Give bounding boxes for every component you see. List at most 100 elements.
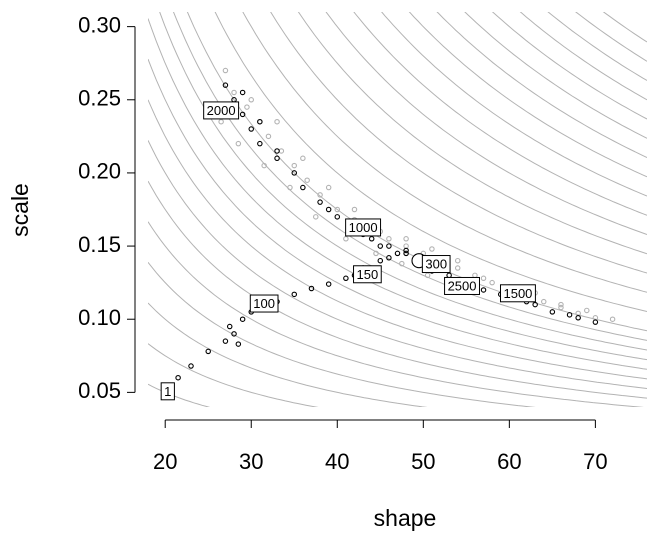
contour-line <box>148 58 647 370</box>
point <box>403 250 409 257</box>
point <box>472 272 478 279</box>
point <box>549 309 556 315</box>
point <box>454 265 461 271</box>
contour-line <box>148 343 319 407</box>
point <box>257 118 263 125</box>
point <box>291 162 298 169</box>
point <box>265 133 272 140</box>
x-tick-label: 70 <box>583 449 607 474</box>
x-tick-label: 50 <box>411 449 435 474</box>
contour-line <box>214 12 647 312</box>
point <box>274 148 280 154</box>
point <box>343 275 349 282</box>
y-tick-label: 0.15 <box>78 232 121 257</box>
point <box>558 304 564 311</box>
point <box>334 214 341 220</box>
point <box>377 243 384 249</box>
annotation: 2500 <box>444 276 480 295</box>
point <box>231 89 237 96</box>
point <box>480 275 487 282</box>
point <box>313 214 319 220</box>
point <box>291 291 298 298</box>
contour-line <box>159 12 647 351</box>
contour-line <box>270 12 647 274</box>
contour-line <box>519 12 647 101</box>
point <box>394 250 401 257</box>
point <box>541 298 547 305</box>
contour-line <box>172 12 647 341</box>
contour-line <box>148 383 211 407</box>
point <box>278 148 285 154</box>
y-tick-label: 0.20 <box>78 159 121 184</box>
point <box>274 118 280 125</box>
point <box>575 315 581 321</box>
point <box>248 126 254 132</box>
annotation: 150 <box>353 265 382 284</box>
annotation-box <box>160 382 175 401</box>
contour-line <box>148 18 647 361</box>
annotation: 1500 <box>499 284 536 303</box>
y-tick-label: 0.10 <box>78 305 121 330</box>
annotation-label: 300 <box>425 257 447 272</box>
point <box>304 177 310 183</box>
point <box>300 184 306 191</box>
point <box>308 285 315 292</box>
contour-line <box>547 12 647 81</box>
contour-line <box>148 99 647 380</box>
point <box>261 162 267 169</box>
point <box>300 155 306 162</box>
annotation-label: 1 <box>164 384 171 399</box>
point <box>334 206 341 213</box>
point <box>373 250 379 257</box>
point <box>480 287 487 293</box>
contour-line <box>148 261 536 407</box>
point <box>317 192 323 198</box>
annotation-box <box>345 218 382 237</box>
annotation-label: 1500 <box>503 286 532 301</box>
contour-line <box>436 12 647 158</box>
annotation-box <box>249 294 279 313</box>
point <box>343 236 349 242</box>
annotation-label: 150 <box>357 267 379 282</box>
annotation-box <box>203 101 240 120</box>
point <box>325 206 332 213</box>
annotation: 100 <box>249 294 279 313</box>
annotation: 1000 <box>345 218 382 237</box>
y-axis-label: scale <box>7 183 33 237</box>
contour-line <box>602 12 647 43</box>
contour-line <box>353 12 647 216</box>
point <box>424 272 431 279</box>
point <box>188 363 194 369</box>
contour-line <box>242 12 647 293</box>
point <box>235 341 242 347</box>
contour-layer <box>148 12 647 407</box>
annotation: 300 <box>421 255 451 274</box>
contour-line <box>148 221 644 407</box>
point <box>274 155 280 162</box>
point <box>226 323 233 330</box>
point <box>403 243 409 249</box>
contour-line <box>381 12 647 197</box>
point <box>287 184 293 191</box>
x-axis-label: shape <box>374 505 437 531</box>
contour-line <box>297 12 647 255</box>
annotation-label: 1000 <box>349 220 378 235</box>
point <box>239 111 246 118</box>
point <box>325 184 332 191</box>
point <box>248 97 254 103</box>
x-tick-label: 30 <box>239 449 263 474</box>
point <box>205 348 211 355</box>
contour-line <box>464 12 647 139</box>
point <box>222 67 229 74</box>
annotation-box <box>444 276 480 295</box>
point <box>239 89 246 96</box>
point <box>592 319 599 325</box>
annotation-box <box>421 255 451 274</box>
point <box>235 140 242 147</box>
contour-line <box>491 12 647 120</box>
annotation-box <box>353 265 382 284</box>
y-tick-label: 0.30 <box>78 12 121 37</box>
contour-line <box>186 12 647 332</box>
point <box>317 199 323 205</box>
